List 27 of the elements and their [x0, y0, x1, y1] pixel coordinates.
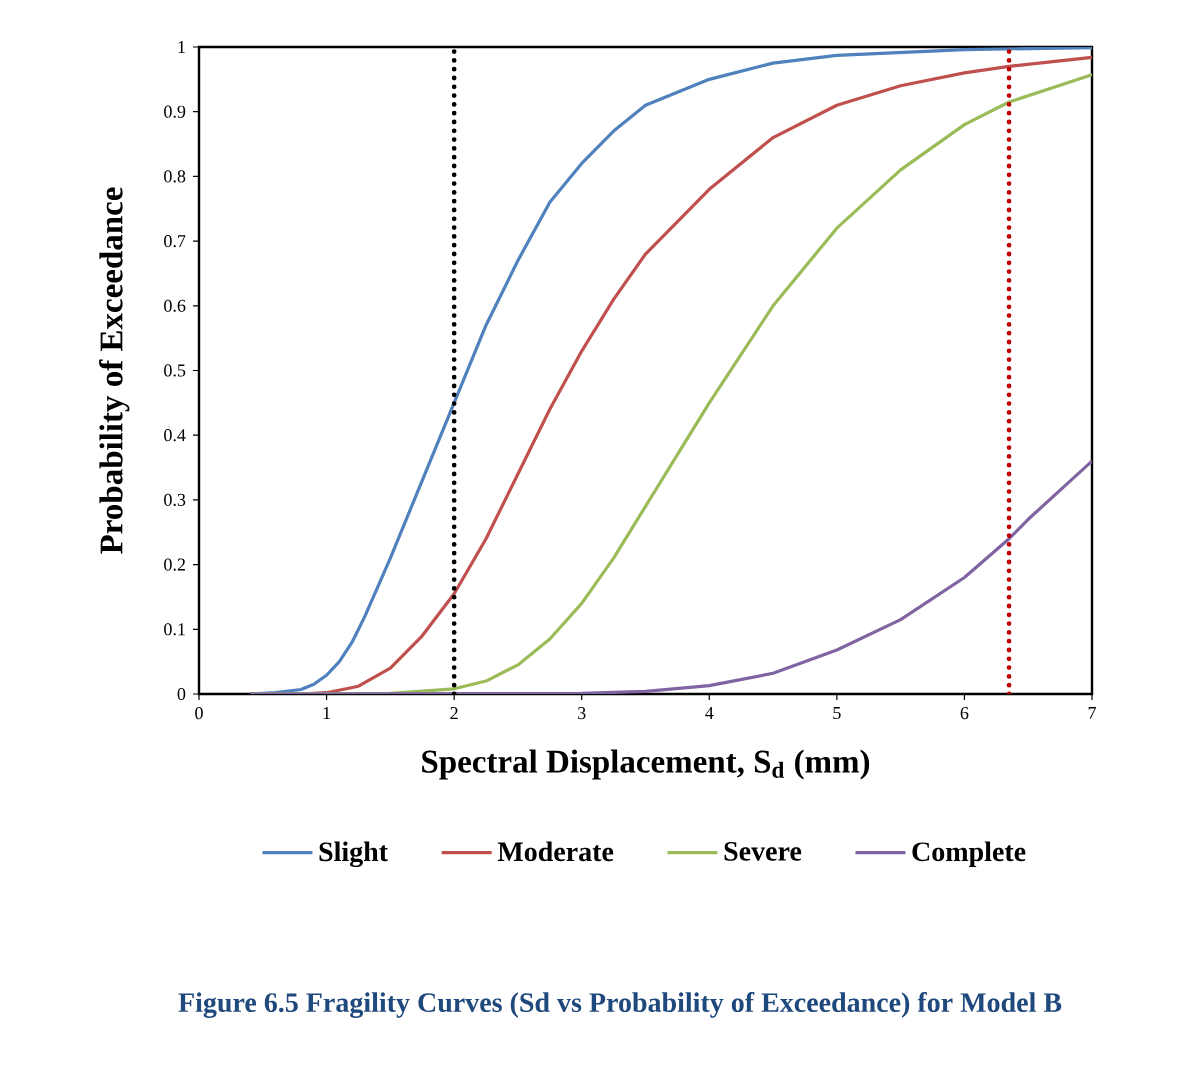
- x-tick-label: 7: [1088, 707, 1096, 719]
- y-tick-label: 0.9: [164, 105, 186, 118]
- y-axis-title: Probability of Exceedance: [99, 187, 130, 554]
- legend-label: Moderate: [497, 841, 614, 862]
- x-tick-label: 1: [323, 707, 331, 719]
- y-tick-label: 0.3: [164, 493, 186, 506]
- y-tick-label: 0.7: [164, 234, 186, 248]
- x-axis-title: Spectral Displacement, S$_{d}$ (mm): [422, 749, 870, 780]
- legend-label: Severe: [724, 841, 802, 861]
- x-tick-label: 0: [195, 707, 203, 720]
- line-series: [248, 459, 1092, 694]
- x-tick-label: 4: [705, 707, 714, 719]
- y-tick-label: 0.4: [164, 429, 186, 442]
- y-tick-label: 1: [178, 41, 185, 53]
- caption: Figure 6.5 Fragility Curves (Sd vs Probability of Exceedance) for Model B: [178, 992, 1062, 1018]
- legend-label: Complete: [912, 841, 1026, 867]
- y-tick-label: 0.2: [164, 558, 185, 571]
- y-tick-label: 0: [177, 687, 186, 701]
- x-tick-label: 2: [450, 707, 458, 719]
- x-tick-label: 3: [578, 707, 586, 720]
- y-tick-label: 0.8: [164, 170, 186, 183]
- x-tick-label: 6: [960, 707, 969, 720]
- y-tick-label: 0.5: [164, 364, 186, 377]
- y-tick-label: 0.6: [164, 299, 186, 312]
- legend-label: Slight: [319, 841, 388, 868]
- y-tick-label: 0.1: [164, 623, 185, 636]
- x-tick-label: 5: [833, 707, 841, 720]
